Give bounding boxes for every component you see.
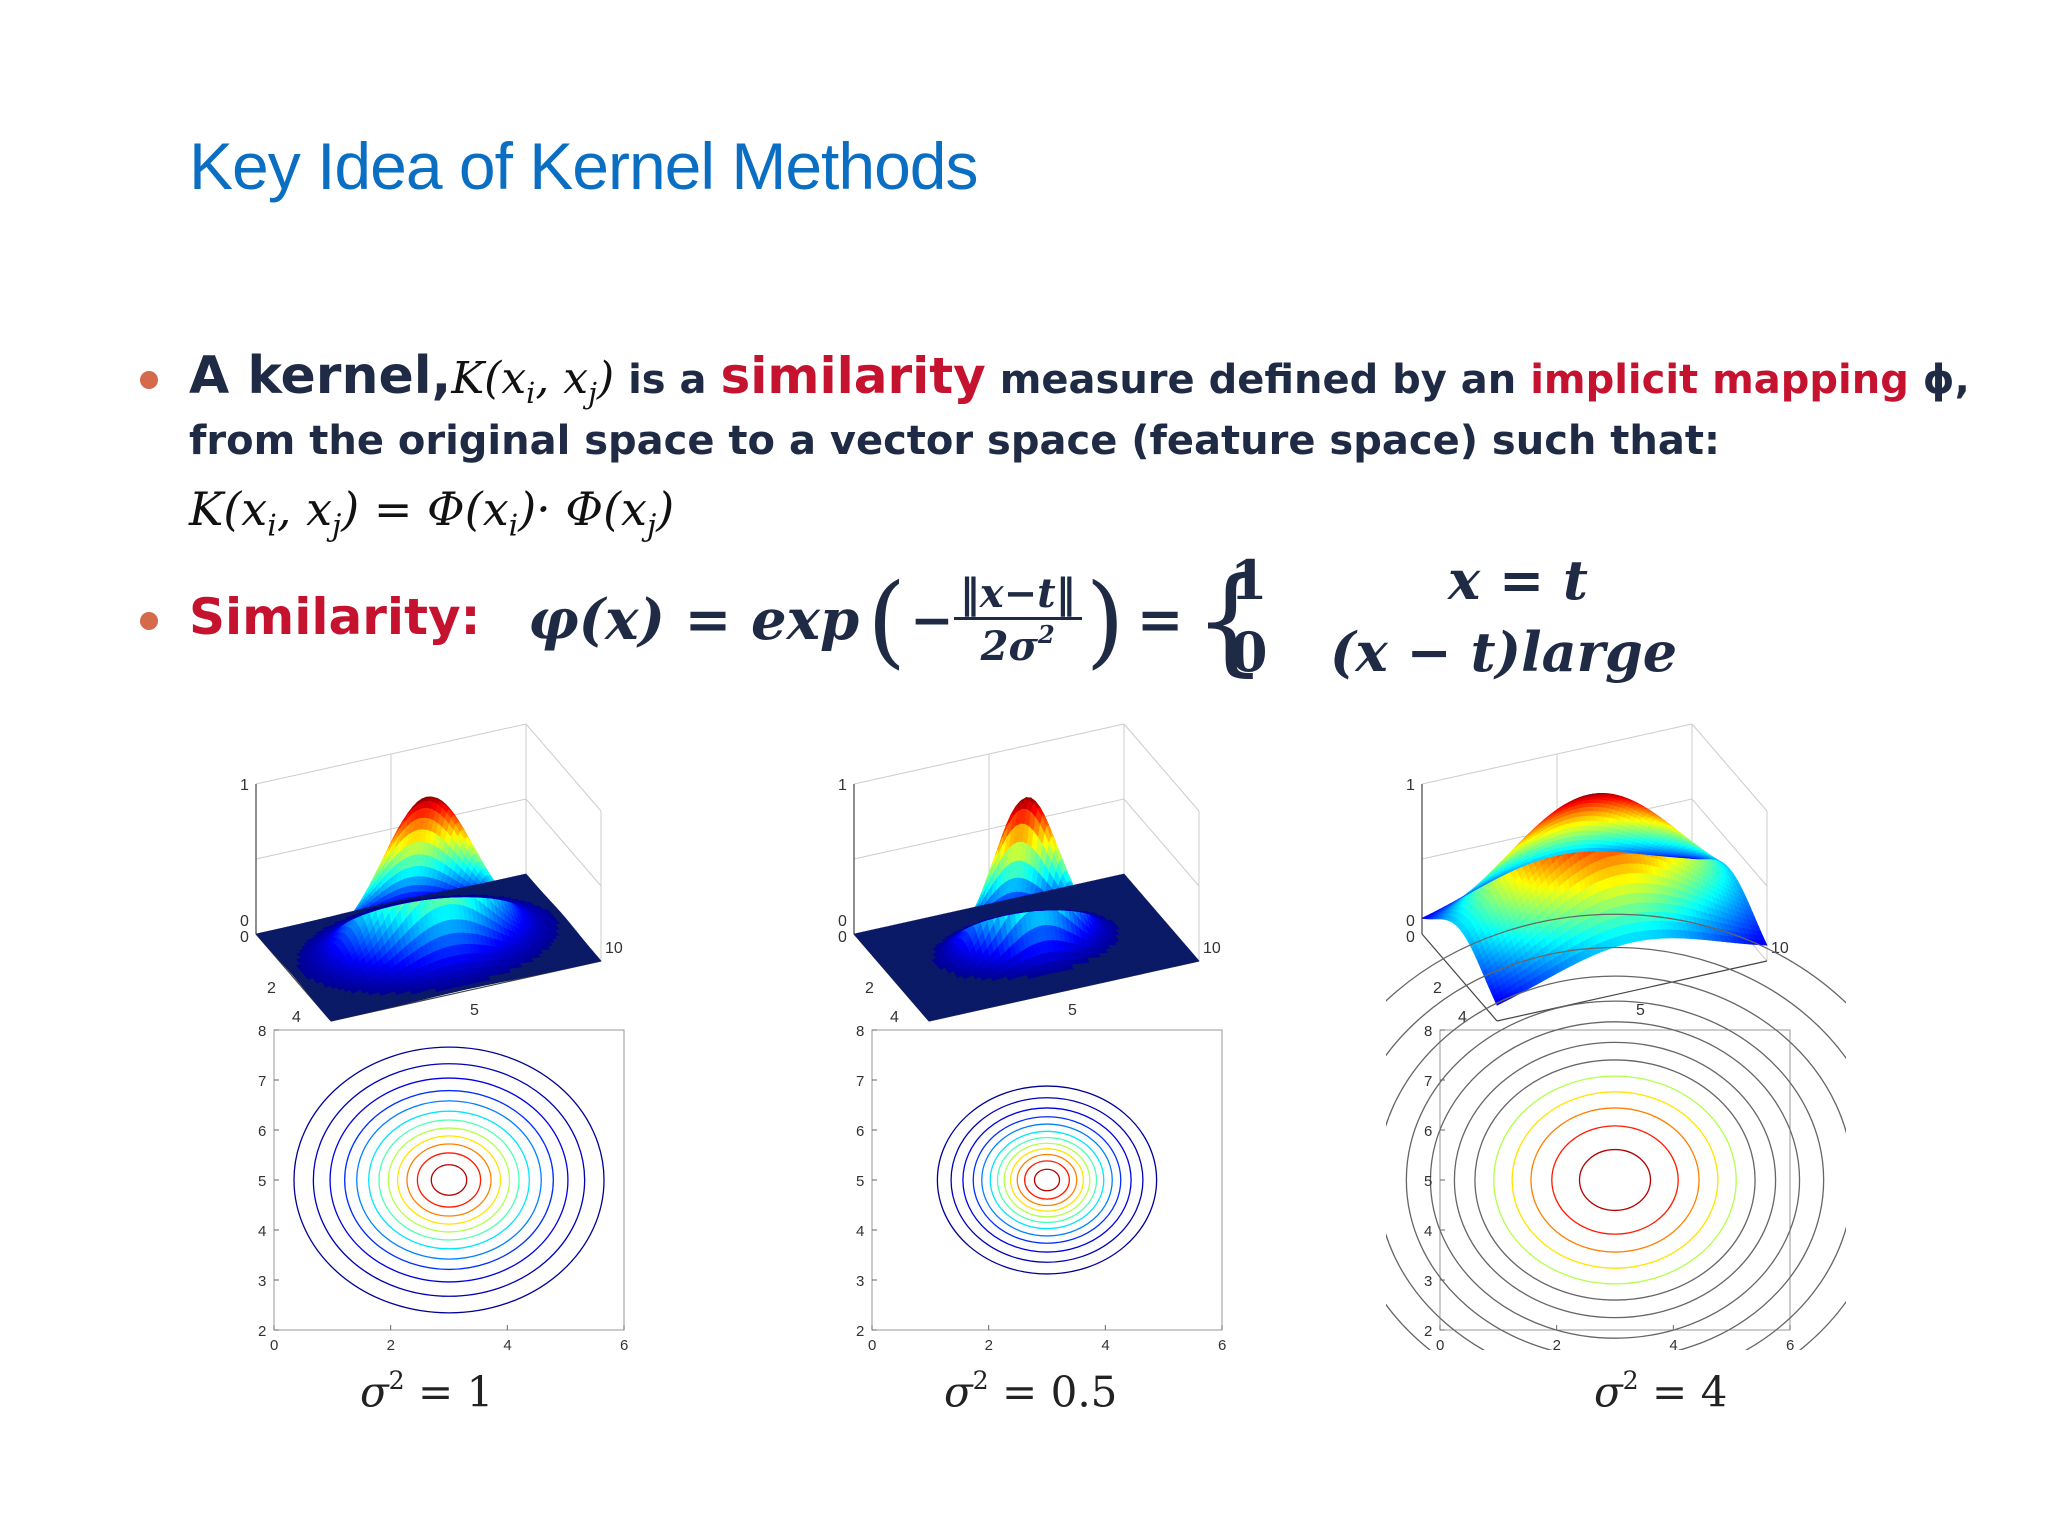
contour-x-tick: 2 — [387, 1337, 395, 1350]
slide-title: Key Idea of Kernel Methods — [189, 129, 978, 203]
gaussian-fraction: ‖x−t‖ 2σ2 — [953, 570, 1082, 670]
implicit-mapping-word: implicit mapping — [1530, 357, 1909, 403]
left-paren: ( — [867, 561, 907, 679]
case-1-condition: x = t — [1448, 548, 1588, 612]
fraction-denominator: 2σ2 — [980, 620, 1055, 670]
contour-line — [293, 1046, 605, 1314]
y-tick: 2 — [865, 980, 874, 997]
bullet-1-line-2: from the original space to a vector spac… — [189, 418, 1721, 464]
x-tick: 5 — [1068, 1002, 1077, 1019]
contour-y-tick: 6 — [258, 1123, 266, 1140]
contour-frame — [273, 1029, 625, 1331]
fraction-numerator: ‖x−t‖ — [953, 570, 1082, 621]
similarity-word: similarity — [720, 347, 986, 405]
contour-y-tick: 4 — [856, 1223, 864, 1240]
text-measure: measure defined by an — [985, 357, 1531, 403]
gaussian-lhs: φ(x) = exp — [528, 587, 860, 653]
minus-sign: − — [910, 589, 954, 651]
contour-line — [396, 1135, 502, 1225]
contour-y-tick: 2 — [258, 1323, 266, 1340]
y-tick: 2 — [267, 980, 276, 997]
contour-y-tick: 4 — [258, 1223, 266, 1240]
right-paren: ) — [1085, 561, 1125, 679]
phi-symbol: ϕ, — [1908, 357, 1970, 403]
contour-line — [368, 1110, 530, 1250]
contour-line — [416, 1152, 482, 1208]
surface-box-edge — [525, 723, 602, 812]
bullet-1-line-1: A kernel,K(xi, xj) is a similarity measu… — [189, 346, 1970, 410]
surface-grid-line — [255, 798, 602, 887]
case-1-value: 1 — [1230, 548, 1268, 612]
contour-y-tick: 7 — [258, 1073, 266, 1090]
contour-y-tick: 5 — [856, 1173, 864, 1190]
surface-cell — [593, 958, 602, 963]
surface-grid-line — [853, 798, 1200, 887]
surface-mesh — [1421, 793, 1768, 1006]
contour-line — [406, 1143, 492, 1217]
contour-y-tick: 7 — [856, 1073, 864, 1090]
z-tick-0: 0 — [838, 913, 847, 930]
z-tick-1: 1 — [240, 777, 249, 794]
surface-plot: 1002460510 — [838, 723, 1221, 1055]
surface-box-edge — [1691, 723, 1768, 812]
case-0-value: 0 — [1230, 620, 1268, 684]
contour-y-tick: 5 — [258, 1173, 266, 1190]
case-0-condition: (x − t)large — [1330, 620, 1678, 684]
surface-mesh — [853, 797, 1200, 1022]
contour-y-tick: 2 — [856, 1323, 864, 1340]
contour-line — [329, 1077, 569, 1283]
contour-line — [344, 1089, 554, 1271]
surface-mesh — [255, 796, 602, 1022]
contour-x-tick: 0 — [868, 1337, 876, 1350]
contour-y-tick: 3 — [258, 1273, 266, 1290]
surface-plot: 1002460510 — [1406, 723, 1789, 1055]
contour-y-tick: 8 — [856, 1023, 864, 1040]
contour-x-tick: 0 — [270, 1337, 278, 1350]
text-is-a: is a — [614, 357, 721, 403]
contour-line — [312, 1063, 586, 1297]
contour-x-tick: 4 — [1101, 1337, 1109, 1350]
z-tick-0b: 0 — [838, 929, 847, 946]
contour-line — [378, 1119, 520, 1241]
z-tick-0b: 0 — [240, 929, 249, 946]
kernel-expression: K(xi, xj) — [451, 353, 615, 410]
contour-x-tick: 6 — [620, 1337, 628, 1350]
gaussian-formula: φ(x) = exp ( − ‖x−t‖ 2σ2 ) = { — [528, 553, 1267, 688]
contour-line — [430, 1164, 468, 1196]
contour-y-tick: 8 — [258, 1023, 266, 1040]
surface-plot: 1002460510 — [240, 723, 623, 1055]
contour-x-tick: 2 — [985, 1337, 993, 1350]
equals-sign: = — [1136, 587, 1184, 653]
contour-line — [356, 1100, 542, 1260]
plot-panel-2: 100246051087654320246 — [838, 723, 1226, 1350]
y-tick: 4 — [890, 1009, 899, 1026]
x-tick: 5 — [470, 1002, 479, 1019]
z-tick-1: 1 — [838, 777, 847, 794]
similarity-label: Similarity: — [189, 588, 481, 646]
surface-box-edge — [1123, 723, 1200, 812]
kernel-inner-product-formula: K(xi, xj) = Φ(xi)· Φ(xj) — [189, 482, 675, 544]
plot-panel-1: 100246051087654320246 — [240, 723, 628, 1350]
plot-panel-3: 100246051087654320246 — [1386, 723, 1846, 1350]
x-tick: 10 — [605, 940, 623, 957]
contour-x-tick: 4 — [503, 1337, 511, 1350]
contour-y-tick: 3 — [856, 1273, 864, 1290]
kernel-lead: A kernel, — [189, 346, 452, 406]
contour-frame — [871, 1029, 1223, 1331]
contour-y-tick: 6 — [856, 1123, 864, 1140]
contour-line — [387, 1127, 511, 1233]
bullet-dot-1 — [140, 371, 158, 389]
contour-x-tick: 6 — [1218, 1337, 1226, 1350]
z-tick-0: 0 — [240, 913, 249, 930]
bullet-dot-2 — [140, 612, 158, 630]
x-tick: 10 — [1203, 940, 1221, 957]
brace: { — [1193, 552, 1268, 688]
y-tick: 4 — [292, 1009, 301, 1026]
